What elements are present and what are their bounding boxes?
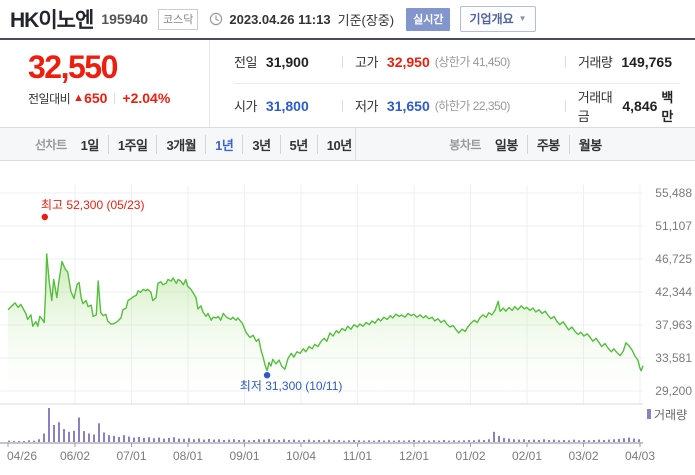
low-marker-dot — [263, 372, 271, 379]
x-axis-label: 11/01 — [343, 449, 372, 463]
y-axis-label: 55,488 — [655, 186, 692, 200]
clock-icon — [210, 12, 223, 26]
high-marker-label: 최고 52,300 (05/23) — [41, 198, 144, 212]
cell-label: 거래대금 — [577, 89, 613, 124]
y-axis-label: 37,963 — [655, 318, 692, 332]
y-axis-label: 33,581 — [655, 351, 692, 365]
up-arrow-icon: ▲ — [73, 92, 85, 105]
price-volume-chart: 55,488 51,107 46,725 42,344 37,963 33,581 29,2… — [0, 185, 692, 463]
cell-extra: (상한가 41,450) — [434, 55, 511, 69]
current-price: 32,550 — [28, 49, 118, 85]
stock-code: 195940 — [101, 11, 149, 27]
cell-value: 31,800 — [265, 97, 309, 114]
summary-cell-prev-close: 전일 31,900 — [234, 52, 342, 71]
price-area-fill — [8, 253, 643, 404]
tab-1week[interactable]: 1주일 — [107, 134, 148, 154]
low-marker-label: 최저 31,300 (10/11) — [240, 379, 343, 393]
quote-basis-label: 기준(장중) — [337, 12, 395, 28]
summary-cell-low: 저가 31,650 (하한가 22,350) — [342, 96, 565, 115]
tab-weekly-candle[interactable]: 주봉 — [526, 134, 560, 154]
cell-unit: 백만 — [661, 89, 674, 124]
volume-legend-swatch — [647, 409, 651, 419]
divider — [565, 55, 566, 68]
cell-value: 4,846 — [622, 97, 658, 114]
price-line — [7, 253, 644, 372]
candle-chart-tab-group: 봉차트 일봉 주봉 월봉 — [355, 128, 695, 160]
cell-label: 시가 — [234, 99, 257, 114]
divider — [565, 99, 566, 112]
summary-cell-trade-value: 거래대금 4,846 백만 — [565, 87, 680, 125]
tab-5year[interactable]: 5년 — [279, 134, 308, 154]
x-axis-label: 07/01 — [116, 449, 146, 463]
high-marker-dot — [41, 213, 48, 221]
change-percent: +2.04% — [122, 90, 171, 107]
cell-label: 고가 — [355, 55, 378, 70]
cell-value: 31,900 — [265, 53, 309, 70]
cell-value: 32,950 — [386, 53, 430, 70]
summary-row: 시가 31,800 저가 31,650 (하한가 22,350) 거래대금 4,… — [234, 83, 680, 127]
x-axis-label: 10/04 — [286, 449, 316, 463]
tab-10year[interactable]: 10년 — [316, 134, 352, 154]
tab-monthly-candle[interactable]: 월봉 — [568, 134, 602, 154]
summary-cell-volume: 거래량 149,765 — [565, 52, 680, 71]
y-axis-label: 51,107 — [655, 219, 692, 233]
price-chart-area: 55,488 51,107 46,725 42,344 37,963 33,581 29,2… — [0, 161, 695, 475]
line-chart-tab-group: 선차트 1일 1주일 3개월 1년 3년 5년 10년 — [0, 128, 355, 160]
realtime-badge[interactable]: 실시간 — [406, 7, 451, 31]
summary-table: 전일 31,900 고가 32,950 (상한가 41,450) 거래량 149… — [210, 40, 695, 127]
x-axis-label: 06/02 — [60, 449, 90, 463]
tab-1day[interactable]: 1일 — [80, 137, 100, 153]
change-value: 650 — [84, 90, 108, 107]
cell-label: 저가 — [355, 99, 378, 114]
candle-tabs: 일봉 주봉 월봉 — [494, 134, 602, 154]
tab-daily-candle[interactable]: 일봉 — [494, 137, 518, 153]
x-axis-label: 03/02 — [568, 449, 598, 463]
x-axis-label: 12/01 — [399, 449, 429, 463]
y-axis-label: 29,200 — [655, 384, 692, 398]
chevron-down-icon: ▼ — [518, 14, 527, 23]
volume-bars — [8, 408, 640, 442]
company-overview-button[interactable]: 기업개요 ▼ — [460, 6, 536, 32]
summary-cell-high: 고가 32,950 (상한가 41,450) — [342, 52, 565, 71]
change-label: 전일대비 — [28, 91, 71, 106]
cell-value: 149,765 — [621, 53, 672, 70]
x-axis-label: 04/03 — [625, 449, 655, 463]
x-axis-label: 02/01 — [512, 449, 542, 463]
cell-value: 31,650 — [386, 97, 430, 114]
cell-label: 거래량 — [578, 55, 613, 70]
y-axis-label: 42,344 — [655, 285, 692, 299]
company-overview-label: 기업개요 — [469, 12, 514, 26]
cell-label: 전일 — [234, 55, 257, 70]
current-price-block: 32,550 전일대비 ▲ 650 +2.04% — [0, 40, 210, 127]
volume-legend-label: 거래량 — [654, 408, 687, 422]
price-summary-panel: 32,550 전일대비 ▲ 650 +2.04% 전일 31,900 고가 32… — [0, 40, 695, 127]
stock-title: HK이노엔 — [10, 9, 94, 32]
summary-row: 전일 31,900 고가 32,950 (상한가 41,450) 거래량 149… — [234, 40, 680, 83]
summary-cell-open: 시가 31,800 — [234, 96, 342, 115]
line-chart-group-label: 선차트 — [35, 137, 67, 152]
tab-3month[interactable]: 3개월 — [156, 134, 197, 154]
period-tabs: 1일 1주일 3개월 1년 3년 5년 10년 — [80, 134, 352, 154]
tab-3year[interactable]: 3년 — [242, 134, 271, 154]
cell-extra: (하한가 22,350) — [434, 99, 511, 113]
quote-datetime: 2023.04.26 11:13 — [229, 11, 331, 27]
x-axis-label: 08/01 — [173, 449, 203, 463]
stock-header: HK이노엔 195940 코스닥 2023.04.26 11:13 기준(장중)… — [0, 0, 695, 40]
price-change-row: 전일대비 ▲ 650 +2.04% — [28, 90, 209, 107]
market-badge: 코스닥 — [158, 8, 199, 30]
chart-period-toolbar: 선차트 1일 1주일 3개월 1년 3년 5년 10년 봉차트 일봉 주봉 월봉 — [0, 127, 695, 161]
divider — [114, 92, 116, 104]
tab-1year[interactable]: 1년 — [205, 134, 234, 154]
x-axis-label: 09/01 — [229, 449, 259, 463]
candle-chart-group-label: 봉차트 — [449, 137, 481, 152]
divider — [342, 99, 343, 112]
y-axis-label: 46,725 — [655, 252, 692, 266]
x-axis-label: 04/26 — [7, 449, 37, 463]
divider — [342, 55, 343, 68]
x-axis-label: 01/02 — [455, 449, 485, 463]
